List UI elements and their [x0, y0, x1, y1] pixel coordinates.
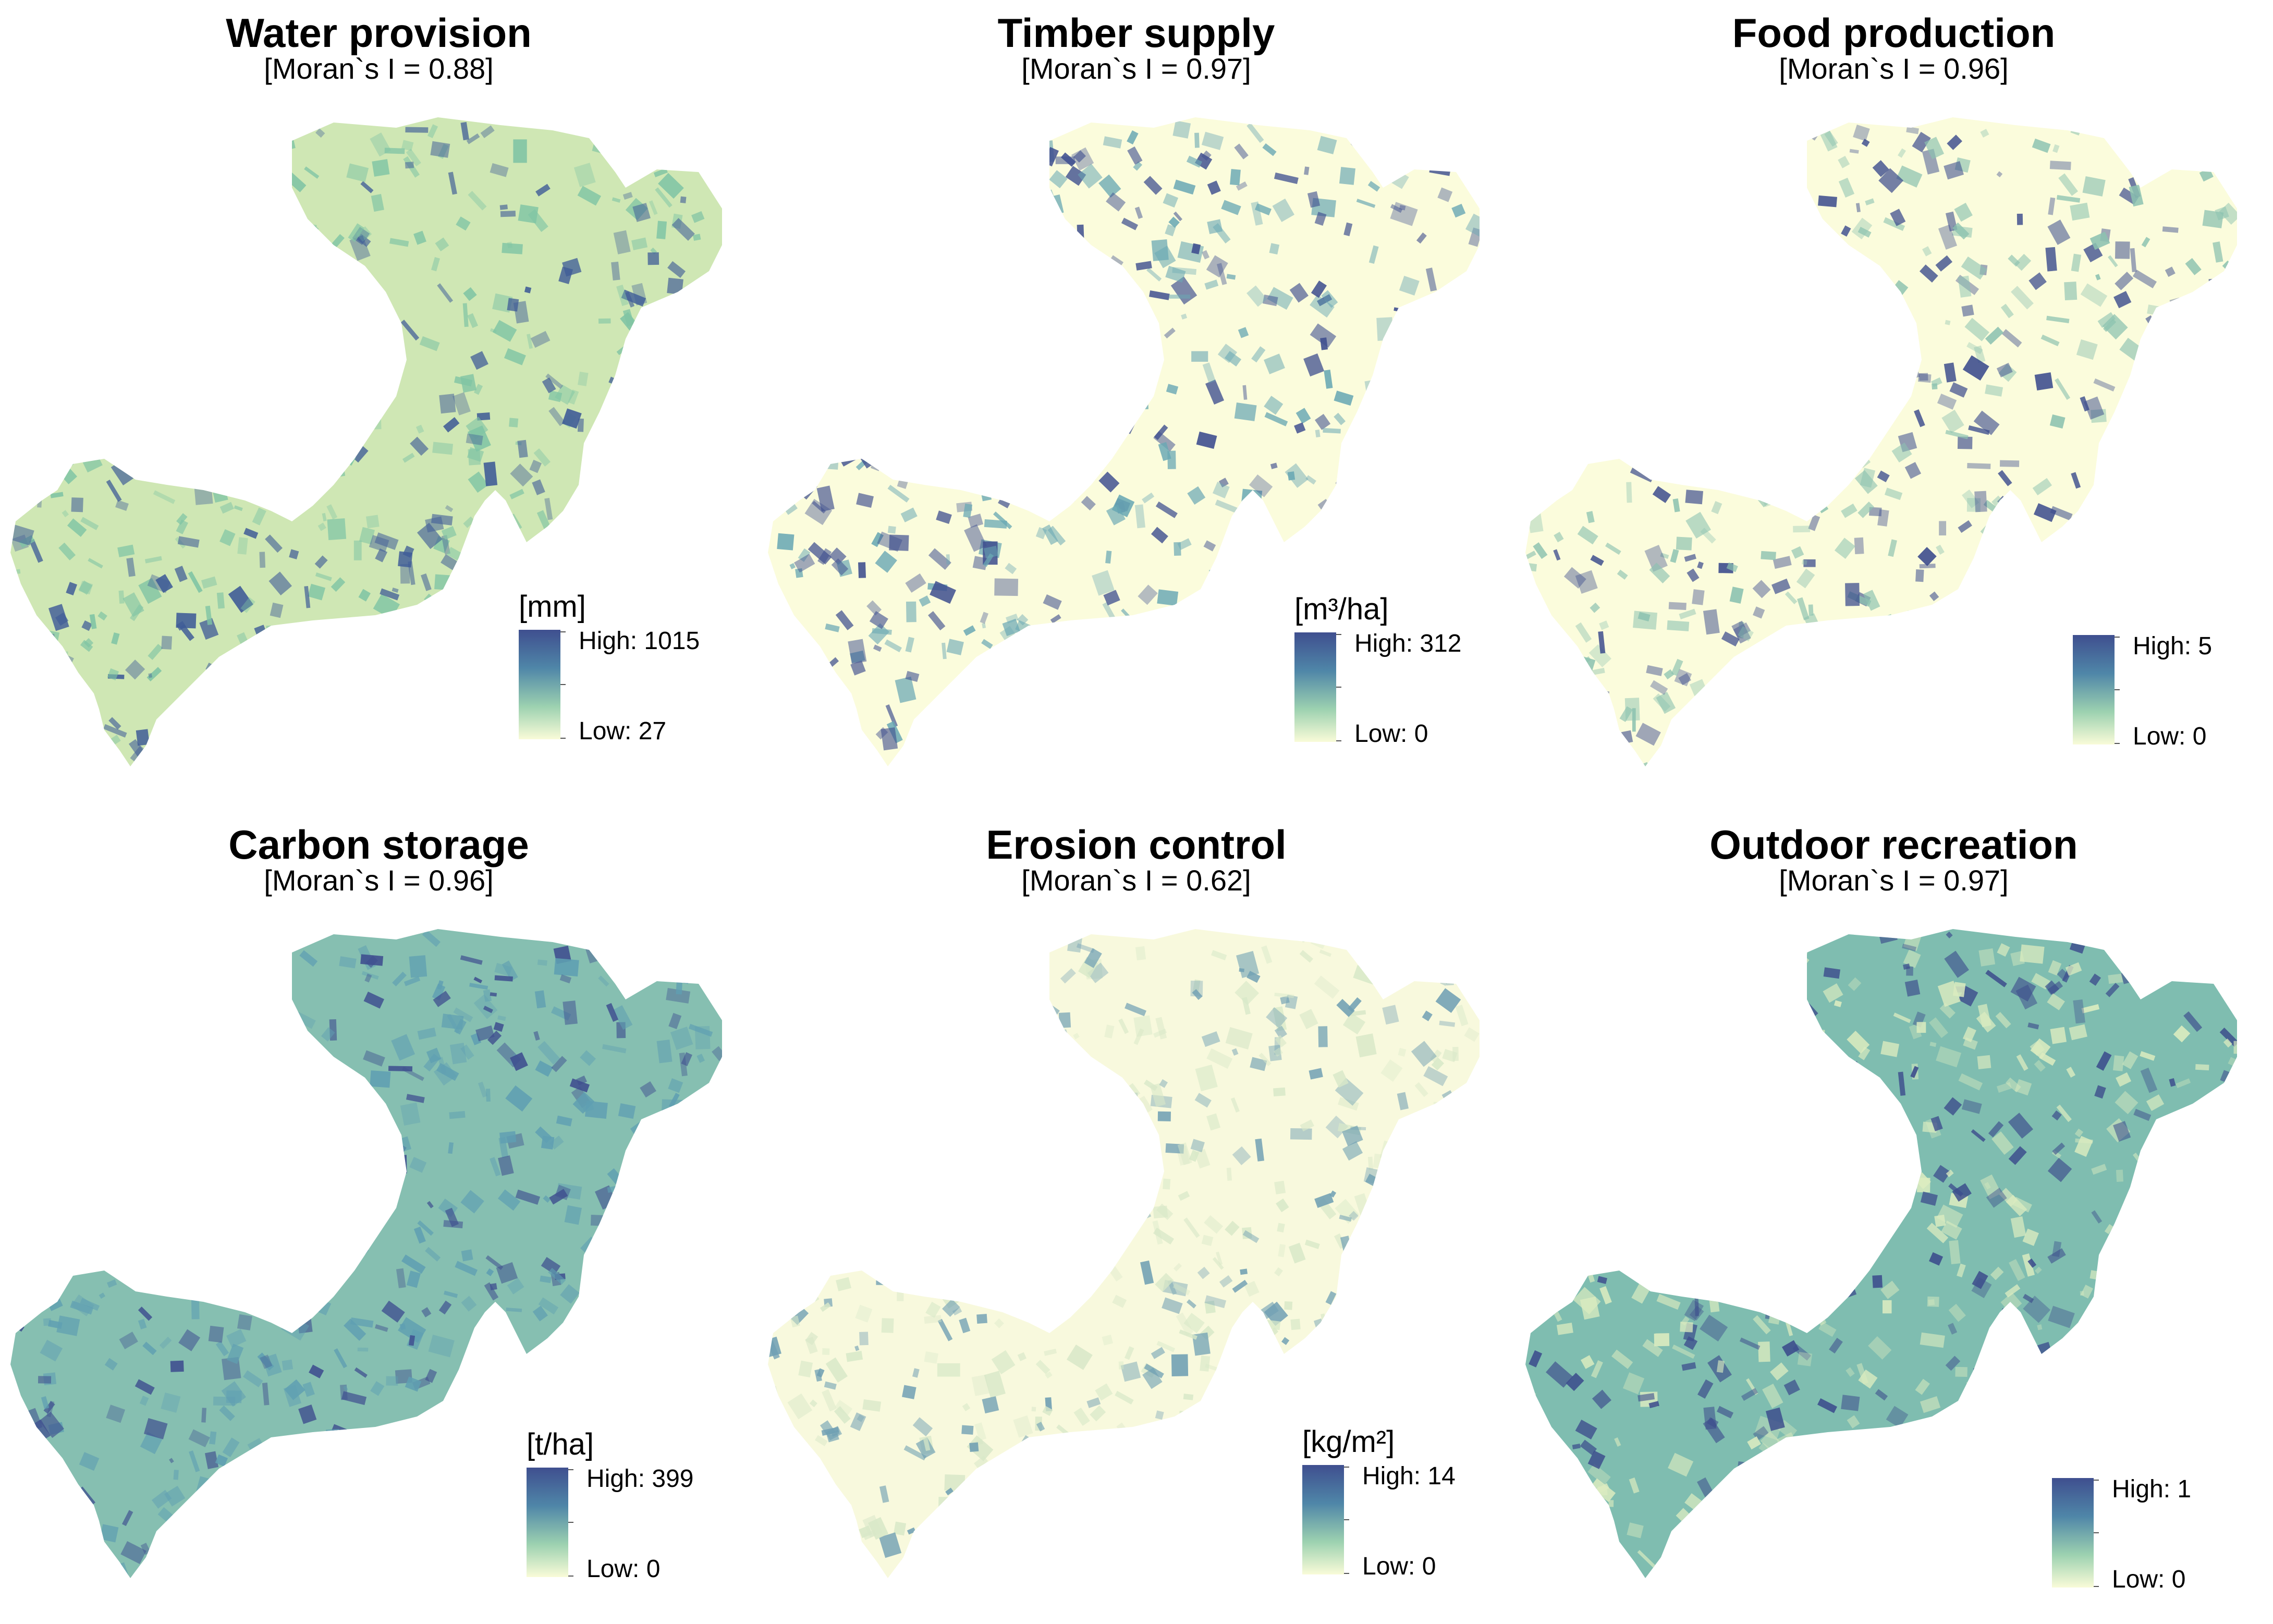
panel-title: Erosion control — [986, 822, 1287, 868]
legend-tick — [2094, 1480, 2099, 1481]
legend-tick — [2115, 689, 2120, 690]
legend-high-label: High: 1 — [2112, 1475, 2192, 1503]
legend-high-label: High: 312 — [1354, 630, 1462, 657]
panel-water-provision: Water provision [Moran`s I = 0.88] [mm] … — [0, 0, 757, 812]
legend-tick — [2115, 743, 2120, 744]
legend-low-label: Low: 0 — [2112, 1566, 2186, 1593]
panel-title: Carbon storage — [228, 822, 529, 868]
legend-tick — [568, 1469, 573, 1470]
legend-high-label: High: 14 — [1362, 1462, 1456, 1490]
region-map — [768, 117, 1480, 766]
panel-timber-supply: Timber supply [Moran`s I = 0.97] [m³/ha]… — [757, 0, 1515, 812]
legend-unit: [m³/ha] — [1294, 592, 1389, 626]
region-fill — [10, 117, 722, 766]
legend-tick — [568, 1522, 573, 1523]
region-map — [10, 117, 722, 766]
panel-title: Outdoor recreation — [1709, 822, 2078, 868]
legend-tick — [2094, 1586, 2099, 1587]
legend-high-label: High: 5 — [2133, 632, 2213, 660]
legend-tick — [2115, 637, 2120, 638]
legend-color-ramp — [1294, 632, 1336, 742]
legend-low-label: Low: 0 — [2133, 723, 2207, 750]
legend-color-ramp — [2073, 635, 2115, 744]
panel-title: Timber supply — [997, 10, 1275, 56]
legend-unit: [t/ha] — [527, 1427, 594, 1461]
panel-subtitle: [Moran`s I = 0.97] — [1779, 864, 2009, 897]
legend-color-ramp — [2052, 1478, 2094, 1588]
legend-color-ramp — [527, 1468, 568, 1577]
panel-outdoor-recreation: Outdoor recreation [Moran`s I = 0.97] Hi… — [1515, 812, 2272, 1623]
region-fill — [768, 117, 1480, 766]
legend-low-label: Low: 0 — [1354, 720, 1428, 748]
legend-low-label: Low: 0 — [586, 1555, 661, 1583]
legend-unit: [mm] — [519, 590, 586, 624]
region-map — [768, 929, 1480, 1578]
panel-subtitle: [Moran`s I = 0.96] — [1779, 52, 2009, 85]
legend-tick — [560, 684, 566, 685]
legend-high-label: High: 399 — [586, 1465, 694, 1493]
region-map — [10, 929, 722, 1578]
panel-subtitle: [Moran`s I = 0.62] — [1021, 864, 1251, 897]
region-fill — [1525, 117, 2237, 766]
legend-tick — [568, 1576, 573, 1577]
legend-low-label: Low: 27 — [579, 717, 667, 745]
legend-tick — [2094, 1532, 2099, 1533]
panel-food-production: Food production [Moran`s I = 0.96] High:… — [1515, 0, 2272, 812]
region-fill — [1525, 929, 2237, 1578]
panel-subtitle: [Moran`s I = 0.88] — [264, 52, 494, 85]
legend-tick — [560, 738, 566, 739]
panel-title: Food production — [1732, 10, 2056, 56]
legend-color-ramp — [519, 630, 560, 739]
panel-erosion-control: Erosion control [Moran`s I = 0.62] [kg/m… — [757, 812, 1515, 1623]
legend-tick — [1336, 634, 1341, 635]
panel-carbon-storage: Carbon storage [Moran`s I = 0.96] [t/ha]… — [0, 812, 757, 1623]
legend-unit: [kg/m²] — [1302, 1425, 1395, 1459]
region-fill — [10, 929, 722, 1578]
legend-tick — [1344, 1519, 1349, 1520]
legend-tick — [1336, 687, 1341, 688]
region-map — [1525, 117, 2237, 766]
legend-low-label: Low: 0 — [1362, 1553, 1436, 1580]
legend-tick — [560, 631, 566, 632]
legend-tick — [1336, 740, 1341, 741]
legend-color-ramp — [1302, 1465, 1344, 1574]
region-map — [1525, 929, 2237, 1578]
legend-high-label: High: 1015 — [579, 627, 700, 655]
panel-title: Water provision — [226, 10, 532, 56]
legend-tick — [1344, 1573, 1349, 1574]
legend-tick — [1344, 1467, 1349, 1468]
panel-subtitle: [Moran`s I = 0.96] — [264, 864, 494, 897]
region-fill — [768, 929, 1480, 1578]
panel-subtitle: [Moran`s I = 0.97] — [1021, 52, 1251, 85]
